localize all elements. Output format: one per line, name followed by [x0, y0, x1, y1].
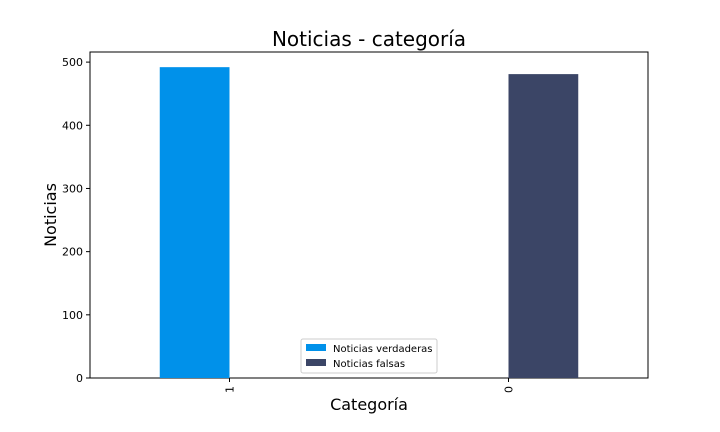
plot-area-frame: [89, 51, 649, 379]
x-tick-label: 1: [224, 386, 237, 393]
legend-label: Noticias verdaderas: [333, 344, 433, 355]
y-axis: 0 100 200 300 400 500: [62, 56, 90, 385]
chart-title: Noticias - categoría: [272, 27, 466, 51]
y-tick-label: 200: [62, 246, 83, 259]
y-axis-label: Noticias: [41, 183, 60, 247]
legend-swatch: [306, 344, 326, 351]
legend-swatch: [306, 359, 326, 366]
y-tick-label: 500: [62, 56, 83, 69]
bars-group: [159, 67, 579, 379]
y-tick-label: 400: [62, 119, 83, 132]
y-tick-label: 100: [62, 309, 83, 322]
y-tick-label: 300: [62, 182, 83, 195]
x-axis-label: Categoría: [330, 395, 408, 414]
bar: [159, 67, 230, 379]
x-tick-label: 0: [503, 386, 516, 393]
y-tick-label: 0: [76, 372, 83, 385]
legend-label: Noticias falsas: [333, 359, 405, 370]
legend-box: [300, 338, 438, 374]
bar: [508, 74, 579, 379]
legend: Noticias verdaderas Noticias falsas: [300, 338, 438, 374]
